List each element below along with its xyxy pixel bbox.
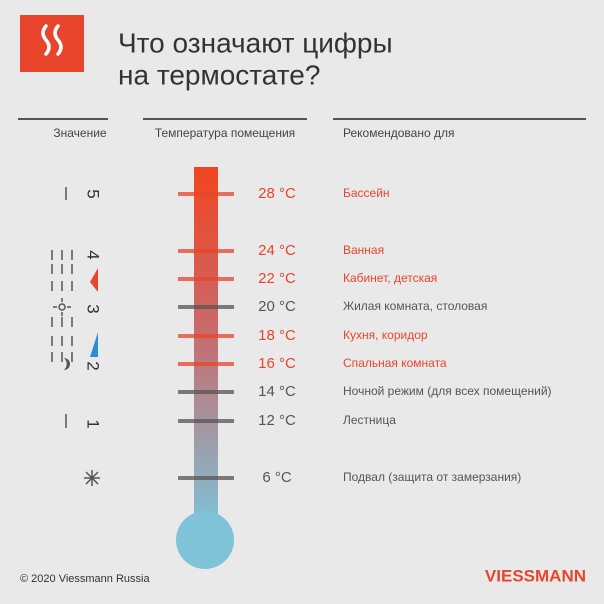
title-line: Что означают цифры [118,27,393,58]
dial-digit: 4 [84,250,103,259]
temperature: 28 °C [258,185,296,202]
temperature: 20 °C [258,298,296,315]
temperature: 12 °C [258,412,296,429]
temperature: 24 °C [258,242,296,259]
copyright: © 2020 Viessmann Russia [20,573,150,585]
recommendation: Бассейн [343,186,390,200]
temperature: 6 °C [262,469,292,486]
sun-icon [53,298,71,316]
column-header: Температура помещения [155,126,295,140]
brand-logo: VIESSMANN [485,566,586,585]
recommendation: Ванная [343,243,384,257]
cool-wedge [90,332,98,357]
recommendation: Жилая комната, столовая [343,299,487,313]
dial-digit: 5 [84,189,103,198]
recommendation: Подвал (защита от замерзания) [343,470,521,484]
title-line: на термостате? [118,59,320,90]
moon-icon [64,358,70,370]
column-header: Значение [53,126,107,140]
dial-marks [51,187,73,428]
warm-wedge [90,268,98,292]
recommendation: Спальная комната [343,356,447,370]
logo-square [20,15,84,72]
dial-digit: 1 [84,419,103,428]
recommendation: Кухня, коридор [343,328,428,342]
thermometer-tube [194,167,218,527]
column-header: Рекомендовано для [343,126,455,140]
temperature: 16 °C [258,355,296,372]
heat-icon [41,24,63,56]
recommendation: Ночной режим (для всех помещений) [343,384,552,398]
recommendation: Лестница [343,413,396,427]
temperature: 18 °C [258,327,296,344]
recommendation: Кабинет, детская [343,271,437,285]
snow-icon [84,470,100,486]
thermometer-bulb [176,511,234,569]
dial-digit: 2 [84,361,103,370]
dial-digit: 3 [84,304,103,313]
temperature: 14 °C [258,383,296,400]
temperature: 22 °C [258,270,296,287]
